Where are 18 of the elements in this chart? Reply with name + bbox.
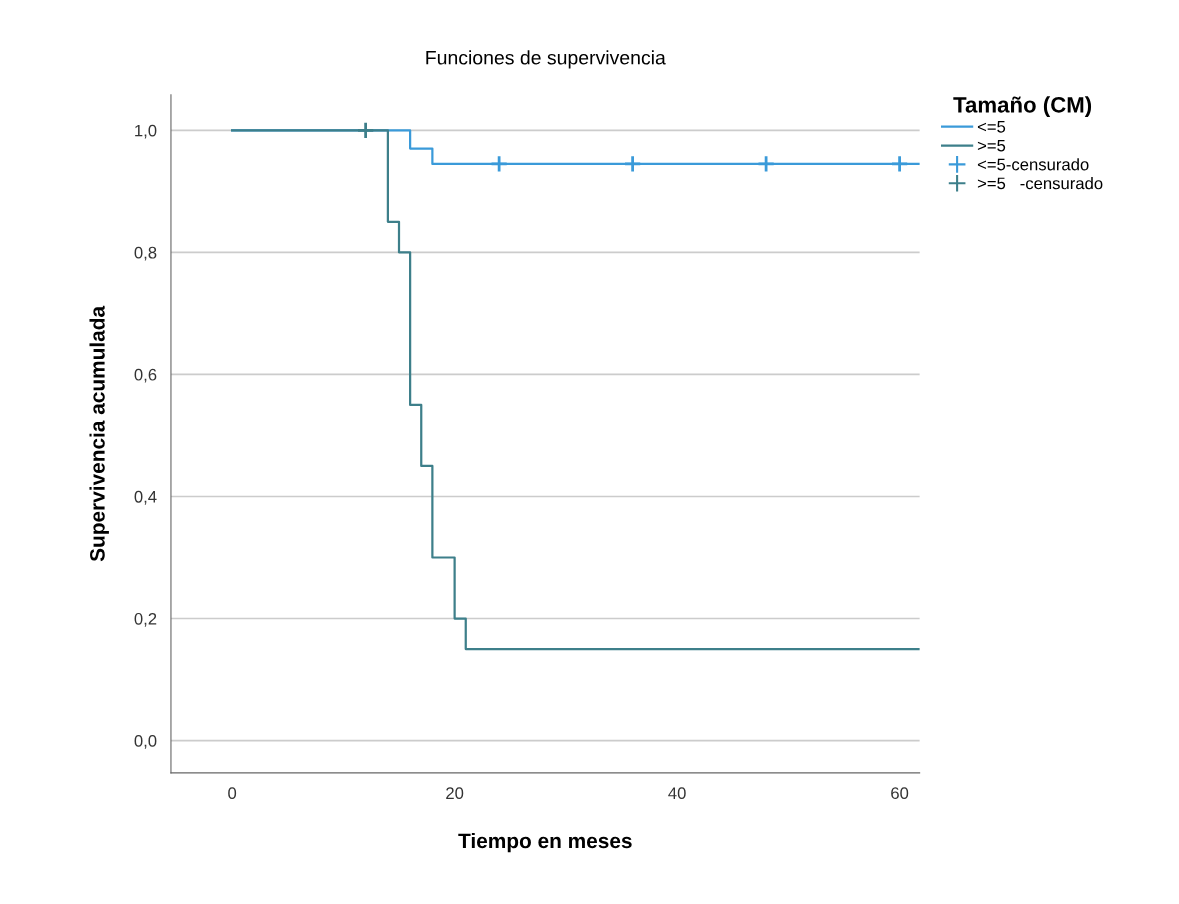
x-tick-label: 20 <box>446 787 464 800</box>
x-axis-title: Tiempo en meses <box>458 832 632 853</box>
y-tick-label: 1,0 <box>135 124 157 139</box>
x-tick-label: 0 <box>228 787 237 800</box>
legend-title: Tamaño (CM) <box>953 96 1092 118</box>
chart-title: Funciones de supervivencia <box>426 50 666 69</box>
y-tick-label: 0,0 <box>134 734 157 749</box>
legend-label: >=5 -censurado <box>977 177 1103 190</box>
legend-label: <=5-censurado <box>977 158 1089 171</box>
y-tick-label: 0,2 <box>134 612 157 627</box>
x-tick-label: 60 <box>891 787 909 800</box>
legend-label: <=5 <box>977 121 1006 133</box>
y-tick-label: 0,8 <box>134 246 157 261</box>
y-axis-title: Supervivencia acumulada <box>89 305 109 562</box>
y-tick-label: 0,4 <box>134 490 157 505</box>
legend-label: >=5 <box>977 139 1006 152</box>
y-tick-label: 0,6 <box>134 368 157 383</box>
x-tick-label: 40 <box>668 787 686 800</box>
